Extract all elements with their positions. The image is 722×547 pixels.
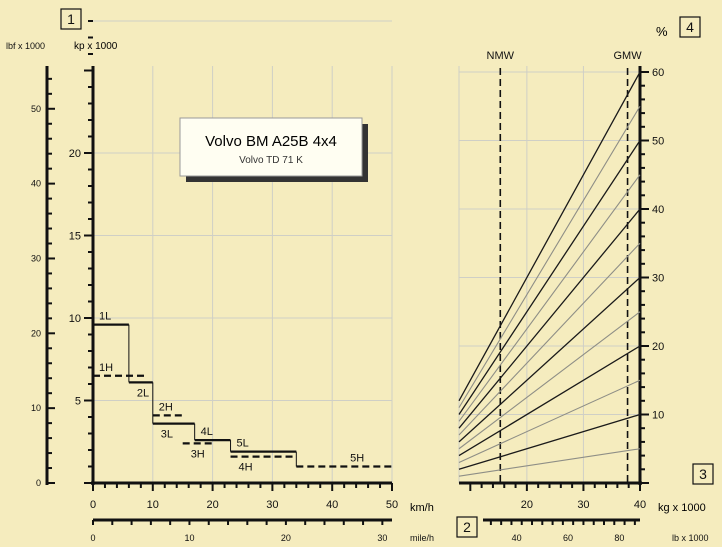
grade-line-35: [458, 242, 641, 436]
mph-tick-label-10: 10: [184, 533, 194, 543]
y-unit-lbf: lbf x 1000: [6, 41, 45, 51]
lbf-tick-label-50: 50: [31, 104, 41, 114]
kp-tick-label-10: 10: [69, 313, 81, 325]
lb-tick-label-60: 60: [563, 533, 573, 543]
grade-line-25: [458, 311, 641, 450]
title-block: Volvo BM A25B 4x4 Volvo TD 71 K: [179, 117, 368, 182]
grade-line-50: [458, 140, 641, 415]
y-unit-percent: %: [656, 24, 668, 39]
grade-line-20: [458, 345, 641, 457]
left-grid: [93, 20, 393, 483]
gear-label-4H: 4H: [239, 462, 253, 474]
grade-lines: [458, 71, 641, 477]
kmh-tick-label-40: 40: [326, 499, 338, 511]
chart-title: Volvo BM A25B 4x4: [205, 133, 337, 150]
panel-label-3-text: 3: [699, 466, 707, 482]
panel-label-4: 4: [679, 16, 701, 38]
grade-line-55: [458, 105, 641, 408]
grade-line-15: [458, 379, 641, 463]
lb-tick-label-80: 80: [614, 533, 624, 543]
kg-tick-label-20: 20: [521, 499, 533, 511]
vline-label-nmw: NMW: [487, 50, 515, 62]
gear-series: 1L 1H 2L 2H 3L 3H 4L 4H 5L 5H: [93, 311, 392, 474]
lbf-tick-label-40: 40: [31, 179, 41, 189]
pct-tick-label-60: 60: [652, 67, 664, 79]
kmh-tick-label-30: 30: [266, 499, 278, 511]
panel-label-3-box: [692, 463, 714, 485]
grade-line-40: [458, 208, 641, 429]
mph-tick-label-0: 0: [90, 533, 95, 543]
kg-tick-label-30: 30: [577, 499, 589, 511]
kp-tick-label-5: 5: [75, 396, 81, 408]
gear-label-2L: 2L: [137, 387, 149, 399]
x-unit-kg: kg x 1000: [658, 502, 706, 514]
pct-tick-label-20: 20: [652, 341, 664, 353]
lb-tick-label-40: 40: [512, 533, 522, 543]
y-unit-kp: kp x 1000: [74, 41, 118, 52]
grade-line-30: [458, 277, 641, 443]
panel-label-1-box: [60, 8, 82, 30]
panel-label-1: 1: [60, 8, 82, 30]
panel-label-3: 3: [692, 463, 714, 485]
panel-label-2: 2: [456, 516, 478, 538]
title-box: [179, 117, 363, 177]
x-unit-lb: lb x 1000: [672, 533, 709, 543]
kg-tick-label-40: 40: [634, 499, 646, 511]
grade-line-60: [458, 71, 641, 402]
x-unit-mph: mile/h: [410, 533, 434, 543]
grade-line-45: [458, 174, 641, 422]
kmh-tick-label-20: 20: [206, 499, 218, 511]
right-axes: 10 20 30 40 50 60 20 30 40 40 60 80 NMW GMW: [459, 50, 664, 543]
panel-label-1-text: 1: [67, 11, 75, 27]
lbf-tick-label-20: 20: [31, 328, 41, 338]
lbf-tick-label-10: 10: [31, 403, 41, 413]
kp-tick-label-20: 20: [69, 148, 81, 160]
grade-line-10: [458, 413, 641, 470]
pct-tick-label-10: 10: [652, 410, 664, 422]
panel-label-4-text: 4: [686, 19, 694, 35]
lbf-tick-label-30: 30: [31, 253, 41, 263]
panel-label-4-box: [679, 16, 701, 38]
gear-label-2H: 2H: [159, 401, 173, 413]
gear-label-3L: 3L: [161, 429, 173, 441]
gear-label-3H: 3H: [191, 448, 205, 460]
gear-label-5H: 5H: [350, 453, 364, 465]
left-axes: 5 10 15 20 0 10 20 30 40 50 0 10 20 30 40 50 0 10 20 30: [31, 20, 398, 543]
mph-tick-label-20: 20: [281, 533, 291, 543]
mph-tick-label-30: 30: [377, 533, 387, 543]
gear-label-1L: 1L: [99, 311, 111, 323]
grade-line-5: [458, 448, 641, 477]
gear-label-4L: 4L: [201, 426, 213, 438]
kmh-tick-label-0: 0: [90, 499, 96, 511]
lbf-tick-label-0: 0: [36, 478, 41, 488]
vline-label-gmw: GMW: [614, 50, 643, 62]
x-unit-kmh: km/h: [410, 502, 434, 514]
kp-tick-label-15: 15: [69, 231, 81, 243]
kmh-tick-label-50: 50: [386, 499, 398, 511]
panel-label-2-box: [456, 516, 478, 538]
pct-tick-label-50: 50: [652, 136, 664, 148]
pct-tick-label-40: 40: [652, 204, 664, 216]
gear-label-5L: 5L: [237, 438, 249, 450]
panel-label-2-text: 2: [463, 519, 471, 535]
kmh-tick-label-10: 10: [147, 499, 159, 511]
chart-subtitle: Volvo TD 71 K: [239, 155, 303, 166]
gear-label-1H: 1H: [99, 362, 113, 374]
right-grid: [458, 66, 641, 484]
pct-tick-label-30: 30: [652, 273, 664, 285]
